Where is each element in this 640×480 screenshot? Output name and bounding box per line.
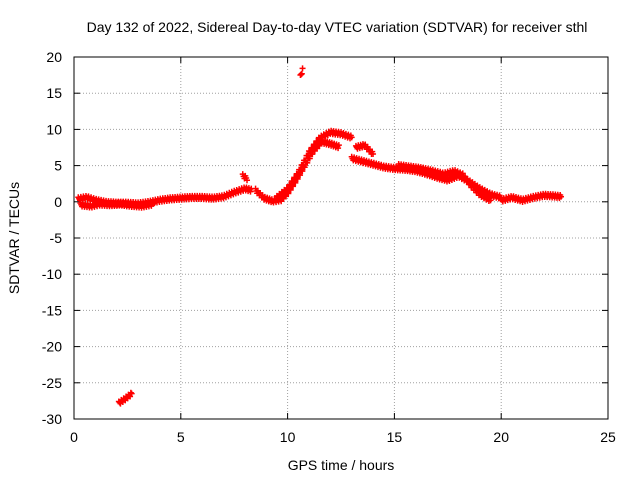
y-tick-labels: -30 -25 -20 -15 -10 -5 0 5 10 15 20	[42, 49, 62, 427]
data-point	[310, 145, 317, 152]
x-tick-labels: 0 5 10 15 20 25	[70, 429, 616, 445]
data-point	[299, 65, 306, 72]
x-tick-label: 0	[70, 429, 78, 445]
y-tick-label: -10	[42, 266, 62, 282]
series-sat-track-9	[395, 161, 494, 205]
data-point	[128, 390, 135, 397]
axis-ticks	[73, 56, 609, 420]
series-sat-track-5	[273, 127, 355, 201]
data-point	[295, 171, 302, 178]
data-point	[300, 162, 307, 169]
data-point	[305, 152, 312, 159]
series-sat-track-8	[352, 141, 377, 158]
series-sat-track-2	[77, 199, 157, 211]
series-sat-track-11	[115, 389, 135, 407]
grid-lines	[74, 57, 608, 419]
x-tick-label: 5	[177, 429, 185, 445]
y-tick-label: 10	[46, 121, 62, 137]
y-tick-label: -5	[50, 230, 63, 246]
data-point	[298, 70, 305, 77]
x-tick-label: 10	[280, 429, 296, 445]
data-point	[287, 182, 294, 189]
data-point	[247, 188, 254, 195]
data-point	[297, 166, 304, 173]
data-point	[335, 145, 342, 152]
series-sat-track-3	[239, 171, 251, 184]
data-point	[292, 175, 299, 182]
data-point	[285, 186, 292, 193]
data-point	[244, 177, 251, 184]
data-point	[307, 148, 314, 155]
data-points	[75, 65, 565, 407]
x-tick-label: 25	[600, 429, 616, 445]
data-point	[290, 178, 297, 185]
data-point	[127, 389, 134, 396]
y-tick-label: 0	[54, 194, 62, 210]
y-tick-label: 5	[54, 158, 62, 174]
x-tick-label: 15	[387, 429, 403, 445]
y-tick-label: -30	[42, 411, 62, 427]
data-point	[370, 151, 377, 158]
data-point	[302, 157, 309, 164]
y-tick-label: -15	[42, 302, 62, 318]
chart-title: Day 132 of 2022, Sidereal Day-to-day VTE…	[87, 19, 588, 35]
data-point	[312, 142, 319, 149]
x-tick-label: 20	[493, 429, 509, 445]
data-point	[487, 197, 494, 204]
data-point	[335, 142, 342, 149]
series-sat-track-6	[297, 65, 306, 78]
y-axis-label: SDTVAR / TECUs	[6, 182, 22, 294]
y-tick-label: -25	[42, 375, 62, 391]
x-axis-label: GPS time / hours	[288, 457, 395, 473]
data-point	[558, 193, 565, 200]
series-sat-track-10	[498, 190, 565, 205]
data-point	[150, 200, 157, 207]
y-tick-label: 20	[46, 49, 62, 65]
y-tick-label: -20	[42, 339, 62, 355]
data-point	[348, 134, 355, 141]
y-tick-label: 15	[46, 85, 62, 101]
